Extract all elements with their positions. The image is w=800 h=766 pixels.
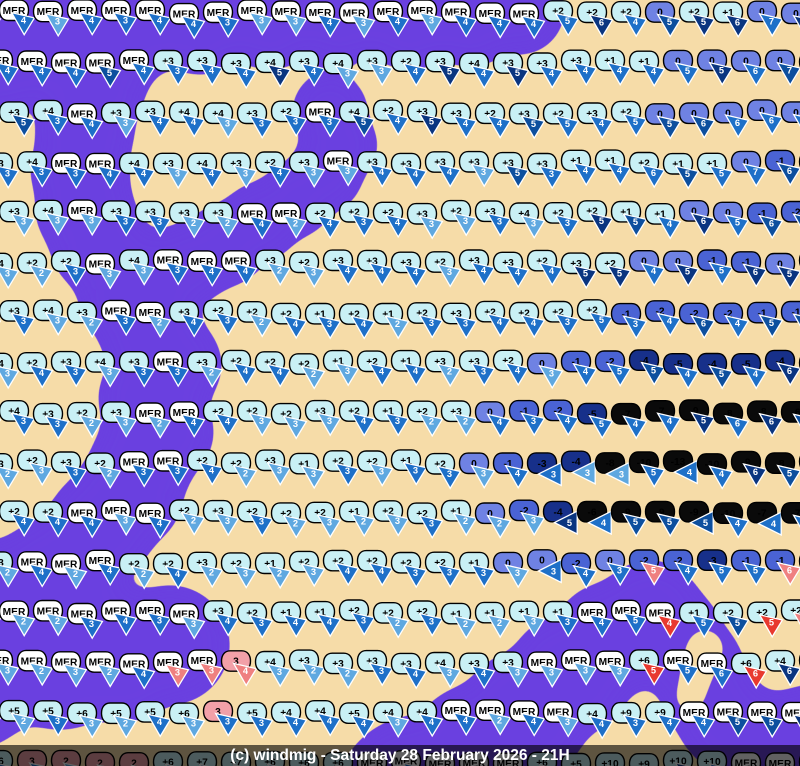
svg-text:(c) windmig - Saturday 28 Febr: (c) windmig - Saturday 28 February 2026 … (230, 747, 569, 764)
